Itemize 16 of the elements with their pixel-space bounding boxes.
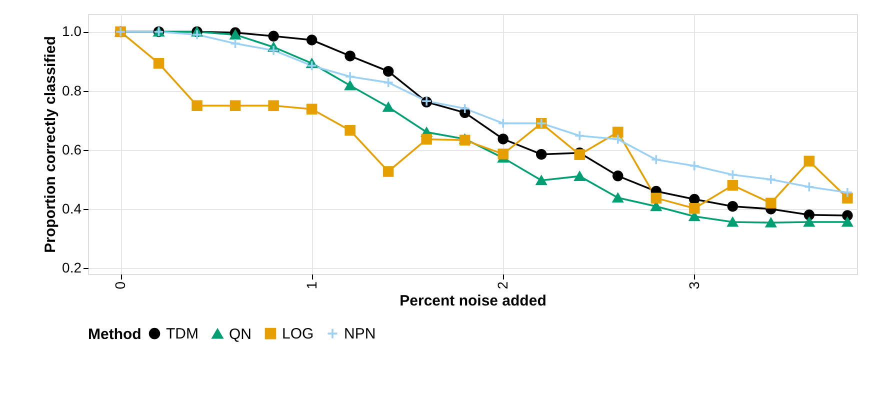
legend-label: NPN [344,326,376,343]
legend-label: TDM [166,326,198,343]
x-tick-label: 0 [112,281,128,290]
y-axis-title: Proportion correctly classified [42,36,60,253]
y-tick-label: 0.6 [62,141,82,158]
x-tick-label: 1 [303,281,320,290]
legend-title: Method [88,326,142,343]
y-tick-label: 0.4 [62,200,82,216]
x-tick-label: 2 [494,281,511,290]
legend-label: LOG [282,326,314,343]
x-tick-label: 3 [686,281,702,290]
y-tick-label: 0.2 [62,260,82,276]
y-tick-label: 1.0 [62,23,82,40]
y-tick-label: 0.8 [62,82,82,98]
legend-label: QN [229,326,252,343]
x-axis-title: Percent noise added [400,292,546,310]
